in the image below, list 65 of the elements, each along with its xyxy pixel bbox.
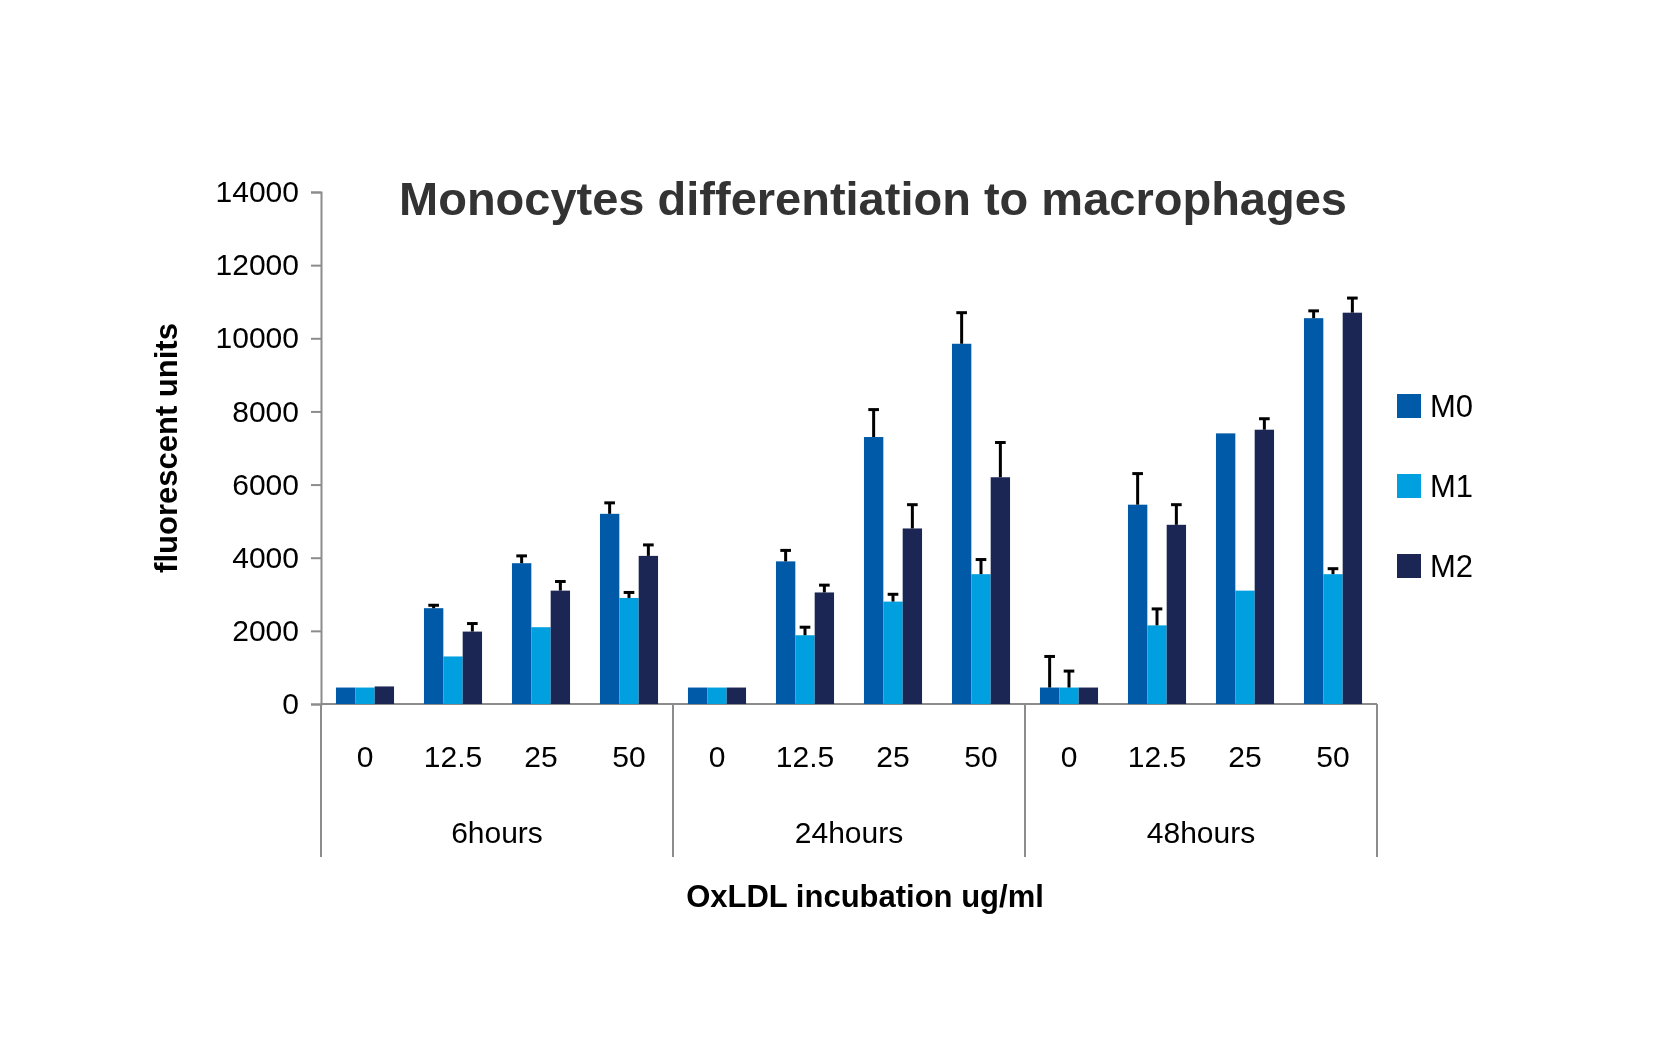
x-tick-label: 12.5 bbox=[1127, 740, 1187, 773]
y-tick-label: 10000 bbox=[215, 321, 299, 355]
y-tick-label: 0 bbox=[282, 687, 299, 721]
bar bbox=[883, 601, 903, 704]
bar bbox=[990, 477, 1011, 704]
bar bbox=[1147, 625, 1167, 704]
bar bbox=[599, 513, 620, 704]
bar bbox=[638, 555, 659, 704]
x-tick-label: 50 bbox=[1316, 740, 1350, 773]
bar bbox=[726, 687, 747, 704]
text: 48hours bbox=[1146, 816, 1256, 849]
y-tick-label: 14000 bbox=[215, 175, 299, 209]
x-tick-label: 12.5 bbox=[775, 740, 835, 773]
bar bbox=[355, 687, 375, 704]
bar bbox=[1323, 574, 1343, 704]
bar bbox=[1303, 318, 1324, 704]
x-tick-label: 0 bbox=[708, 740, 726, 773]
text: 24hours bbox=[794, 816, 904, 849]
text: 6hours bbox=[451, 816, 543, 849]
x-tick-label: 25 bbox=[876, 740, 910, 773]
bar bbox=[423, 608, 444, 704]
x-tick-label: 50 bbox=[612, 740, 646, 773]
bar bbox=[775, 561, 796, 704]
bar bbox=[1166, 524, 1187, 704]
x-tick-label: 0 bbox=[1060, 740, 1078, 773]
bar bbox=[1215, 433, 1236, 704]
bar bbox=[1342, 312, 1363, 704]
bar bbox=[1078, 687, 1099, 704]
x-tick-label: 50 bbox=[964, 740, 998, 773]
bar bbox=[951, 343, 972, 704]
legend-label: M0 bbox=[1430, 389, 1474, 424]
bar bbox=[335, 687, 356, 704]
chart-title: Monocytes differentiation to macrophages bbox=[399, 172, 1347, 225]
y-axis-title: fluorescent units bbox=[149, 323, 184, 573]
bar bbox=[462, 631, 483, 704]
x-axis-title: OxLDL incubation ug/ml bbox=[686, 879, 1044, 914]
x-tick-label: 12.5 bbox=[423, 740, 483, 773]
bar bbox=[814, 592, 835, 704]
x-tick-label: 25 bbox=[524, 740, 558, 773]
y-tick-label: 12000 bbox=[215, 248, 299, 282]
x-tick-label: 25 bbox=[1228, 740, 1262, 773]
bar bbox=[707, 687, 727, 704]
bar bbox=[1059, 687, 1079, 704]
bar bbox=[1235, 590, 1255, 704]
bar bbox=[863, 437, 884, 704]
bar bbox=[971, 574, 991, 704]
bar bbox=[443, 656, 463, 704]
bar bbox=[687, 687, 708, 704]
y-tick-label: 4000 bbox=[232, 540, 299, 574]
y-tick-label: 8000 bbox=[232, 394, 299, 428]
bar bbox=[1127, 504, 1148, 704]
bar bbox=[531, 627, 551, 704]
legend-label: M1 bbox=[1430, 469, 1474, 504]
bar bbox=[511, 563, 532, 704]
bar bbox=[1254, 429, 1275, 704]
x-tick-label: 0 bbox=[356, 740, 374, 773]
y-tick-label: 2000 bbox=[232, 613, 299, 647]
bar bbox=[1039, 687, 1060, 704]
bar bbox=[902, 528, 923, 704]
legend-label: M2 bbox=[1430, 549, 1474, 584]
bar bbox=[619, 597, 639, 704]
bar bbox=[550, 590, 571, 704]
y-tick-label: 6000 bbox=[232, 467, 299, 501]
bar bbox=[374, 686, 395, 704]
bar bbox=[795, 635, 815, 704]
